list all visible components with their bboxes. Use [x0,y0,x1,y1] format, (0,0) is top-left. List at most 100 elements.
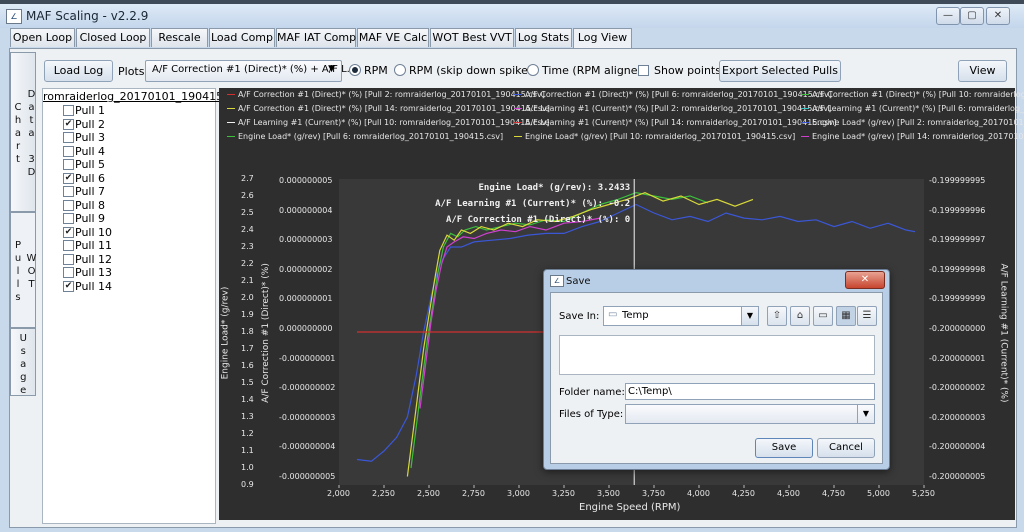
side-tab-data-3d-chart[interactable]: Data 3D Chart [10,52,37,212]
radio-rpm[interactable] [349,64,361,76]
tab-rescale[interactable]: Rescale [151,28,208,47]
pull-checkbox[interactable] [63,145,74,157]
pull-label[interactable]: Pull 9 [75,212,106,225]
tab-open-loop[interactable]: Open Loop [10,28,75,47]
tree-root-file[interactable]: romraiderlog_20170101_190415.csv [43,90,245,103]
title-bar[interactable]: ∠ MAF Scaling - v2.2.9 — ▢ ✕ [0,4,1024,28]
legend-label: Engine Load* (g/rev) [Pull 14: romraider… [812,132,1024,141]
crosshair-readout: Engine Load* (g/rev): 3.2433 [478,183,631,193]
pull-checkbox[interactable] [63,105,74,116]
radio-time-rpm-aligned[interactable] [527,64,539,76]
maximize-button[interactable]: ▢ [960,7,984,25]
details-view-icon[interactable]: ☰ [857,306,877,326]
chevron-down-icon[interactable]: ▼ [857,405,874,423]
home-icon[interactable]: ⌂ [790,306,810,326]
radio-rpm-skip-spikes[interactable] [394,64,406,76]
pull-checkbox[interactable] [63,213,74,224]
legend-item: A/F Learning #1 (Current)* (%) [Pull 10:… [227,118,549,127]
legend-label: A/F Correction #1 (Direct)* (%) [Pull 2:… [238,90,545,99]
file-list[interactable] [559,335,875,375]
pull-tree: romraiderlog_20170101_190415.csv Pull 1 ✔… [42,88,245,524]
y-load-tick-label: 2.5 [241,208,254,217]
side-tab-wot-pulls[interactable]: WOT Pulls [10,212,37,328]
files-of-type-select[interactable]: ▼ [625,404,875,424]
plots-select[interactable]: A/F Correction #1 (Direct)* (%) + A/F L.… [145,60,356,82]
save-dialog: ∠ Save ✕ Save In: ▭ Temp ▼ ⇧ ⌂ ▭ ▦ ☰ Fol… [543,269,890,470]
legend-label: A/F Correction #1 (Direct)* (%) [Pull 14… [238,104,550,113]
pull-label[interactable]: Pull 2 [75,117,106,131]
dialog-close-button[interactable]: ✕ [845,271,885,289]
pull-label[interactable]: Pull 8 [75,198,106,212]
legend-item: A/F Learning #1 (Current)* (%) [Pull 6: … [801,104,1024,113]
series-line [406,191,754,477]
y-load-tick-label: 2.2 [241,259,254,268]
pull-label[interactable]: Pull 4 [75,144,106,158]
view-button[interactable]: View [958,60,1007,82]
pull-label[interactable]: Pull 5 [75,158,106,171]
y-load-tick-label: 2.4 [241,225,254,234]
legend-swatch [801,94,809,95]
up-folder-icon[interactable]: ⇧ [767,306,787,326]
tab-maf-ve-calc[interactable]: MAF VE Calc [357,28,429,47]
app-icon: ∠ [6,9,22,24]
pull-label[interactable]: Pull 10 [75,225,113,239]
minimize-button[interactable]: — [936,7,960,25]
save-in-select[interactable]: ▭ Temp ▼ [603,306,759,326]
pull-checkbox[interactable]: ✔ [63,226,74,238]
x-tick-label: 5,250 [912,489,935,498]
pull-label[interactable]: Pull 7 [75,185,106,198]
y-load-tick-label: 1.9 [241,310,254,319]
cancel-button[interactable]: Cancel [817,438,875,458]
pull-label[interactable]: Pull 1 [75,104,106,117]
dialog-title: Save [566,276,591,287]
pull-checkbox[interactable] [63,186,74,197]
new-folder-icon[interactable]: ▭ [813,306,833,326]
tab-log-stats[interactable]: Log Stats [515,28,572,47]
y-afc-tick-label: -0.000000005 [279,472,336,481]
pull-checkbox[interactable] [63,253,74,265]
legend-label: A/F Learning #1 (Current)* (%) [Pull 2: … [525,104,832,113]
y-afl-tick-label: -0.199999997 [929,235,986,245]
tab-maf-iat-comp[interactable]: MAF IAT Comp [276,28,356,47]
pull-checkbox[interactable]: ✔ [63,172,74,184]
list-view-icon[interactable]: ▦ [836,306,856,326]
pull-label[interactable]: Pull 13 [75,266,113,279]
pull-checkbox[interactable]: ✔ [63,118,74,130]
pull-checkbox[interactable] [63,132,74,143]
x-tick-label: 3,250 [552,489,575,498]
window-title: MAF Scaling - v2.2.9 [26,9,149,23]
export-selected-pulls-button[interactable]: Export Selected Pulls [719,60,841,82]
y-load-tick-label: 1.3 [241,412,254,421]
y-load-tick-label: 1.4 [241,395,254,404]
pull-label[interactable]: Pull 11 [75,239,113,252]
pull-checkbox[interactable] [63,267,74,278]
y-afc-tick-label: -0.000000004 [279,442,336,452]
y-load-tick-label: 2.1 [241,276,254,285]
legend-swatch [227,108,235,109]
load-log-button[interactable]: Load Log [44,60,113,82]
legend-item: A/F Correction #1 (Direct)* (%) [Pull 10… [801,90,1024,99]
tab-load-comp[interactable]: Load Comp [209,28,275,47]
pull-label[interactable]: Pull 14 [75,279,113,293]
pull-checkbox[interactable] [63,240,74,251]
radio-rpm-label: RPM [364,64,388,77]
pull-label[interactable]: Pull 3 [75,131,106,144]
tab-log-view[interactable]: Log View [573,28,632,48]
close-button[interactable]: ✕ [986,7,1010,25]
pull-checkbox[interactable] [63,159,74,170]
tab-wot-best-vvt[interactable]: WOT Best VVT [430,28,514,47]
pull-label[interactable]: Pull 12 [75,252,113,266]
save-button[interactable]: Save [755,438,813,458]
pull-label[interactable]: Pull 6 [75,171,106,185]
side-tab-usage[interactable]: Usage [10,328,36,398]
chevron-down-icon[interactable]: ▼ [741,307,758,325]
crosshair-readout: A/F Correction #1 (Direct)* (%): 0 [445,215,631,225]
legend-item: A/F Learning #1 (Current)* (%) [Pull 14:… [514,118,836,127]
x-tick-label: 2,500 [417,489,440,498]
folder-name-input[interactable]: C:\Temp\ [625,383,875,400]
legend-swatch [227,136,235,137]
pull-checkbox[interactable]: ✔ [63,280,74,292]
tab-closed-loop[interactable]: Closed Loop [76,28,150,47]
show-points-checkbox[interactable] [638,65,649,76]
pull-checkbox[interactable] [63,199,74,211]
